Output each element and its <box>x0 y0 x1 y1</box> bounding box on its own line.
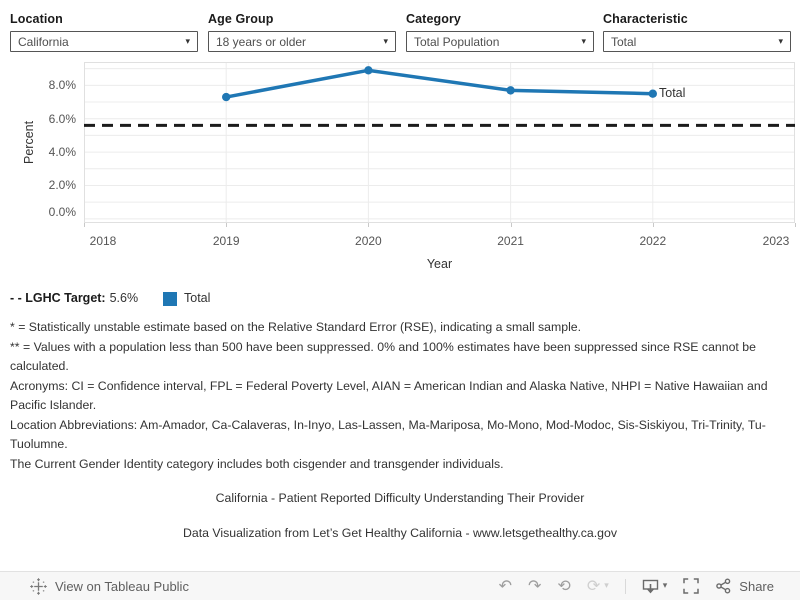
dropdown-caret-icon: ▾ <box>383 36 388 46</box>
y-tick-label: 8.0% <box>48 78 76 93</box>
view-on-tableau-public-label: View on Tableau Public <box>55 578 189 594</box>
x-tick-label: 2022 <box>639 234 667 248</box>
data-point[interactable] <box>648 89 657 98</box>
y-tick-label: 0.0% <box>48 205 76 219</box>
share-button[interactable]: Share <box>715 578 774 594</box>
y-tick-label: 2.0% <box>48 178 76 193</box>
x-tick-mark <box>226 223 228 227</box>
filter-characteristic-value: Total <box>611 34 637 49</box>
download-icon <box>642 579 658 593</box>
redo-icon: ↷ <box>528 576 542 595</box>
view-on-tableau-public-link[interactable]: View on Tableau Public <box>30 577 189 595</box>
legend-target-line: - - LGHC Target: 5.6% <box>10 291 138 305</box>
x-tick-label: 2023 <box>762 234 790 248</box>
y-tick-label: 6.0% <box>48 111 76 126</box>
filter-category-value: Total Population <box>414 34 500 49</box>
tableau-toolbar: View on Tableau Public ↶ ↷ ⟲ ⟳ ▾ ▾ <box>0 571 800 600</box>
y-tick-label: 4.0% <box>48 145 76 160</box>
plot-border <box>84 62 795 223</box>
refresh-icon: ⟳ <box>586 576 601 595</box>
filter-characteristic: Characteristic Total ▾ <box>603 12 791 52</box>
data-point[interactable] <box>364 66 373 75</box>
line-chart <box>84 62 795 223</box>
filter-location-value: California <box>18 34 69 49</box>
caret-down-icon: ▾ <box>604 580 609 591</box>
legend-series-label: Total <box>184 291 211 305</box>
filter-location-dropdown[interactable]: California ▾ <box>10 31 198 52</box>
dropdown-caret-icon: ▾ <box>185 36 190 46</box>
data-point[interactable] <box>506 86 515 95</box>
x-axis-title: Year <box>426 257 453 271</box>
footnote-gender-identity: The Current Gender Identity category inc… <box>10 456 504 471</box>
filter-category-dropdown[interactable]: Total Population ▾ <box>406 31 594 52</box>
filter-location-label: Location <box>10 12 63 26</box>
legend-target-label: - - LGHC Target: <box>10 291 106 305</box>
revert-icon: ⟲ <box>557 576 571 595</box>
chart-title-caption: California - Patient Reported Difficulty… <box>215 491 585 505</box>
x-tick-label: 2018 <box>89 234 117 248</box>
undo-button[interactable]: ↶ <box>499 578 512 594</box>
fullscreen-button[interactable] <box>683 578 700 594</box>
source-caption: Data Visualization from Let’s Get Health… <box>182 526 618 540</box>
x-tick-label: 2019 <box>212 234 240 248</box>
footnotes: * = Statistically unstable estimate base… <box>10 318 792 474</box>
x-tick-mark <box>795 223 796 227</box>
filter-characteristic-dropdown[interactable]: Total ▾ <box>603 31 791 52</box>
dropdown-caret-icon: ▾ <box>581 36 586 46</box>
legend-color-swatch[interactable] <box>163 292 177 306</box>
caret-down-icon: ▾ <box>662 580 668 591</box>
x-tick-label: 2020 <box>355 234 382 248</box>
dropdown-caret-icon: ▾ <box>778 36 783 46</box>
plot-area <box>84 62 795 223</box>
share-icon <box>716 578 731 594</box>
filter-category-label: Category <box>406 12 461 26</box>
filter-age-group-dropdown[interactable]: 18 years or older ▾ <box>208 31 396 52</box>
filter-category: Category Total Population ▾ <box>406 12 594 52</box>
download-button[interactable]: ▾ <box>642 579 668 594</box>
x-tick-label: 2021 <box>497 234 524 248</box>
toolbar-divider <box>624 578 626 594</box>
revert-button[interactable]: ⟲ <box>557 578 570 594</box>
footnote-abbreviations: Location Abbreviations: Am-Amador, Ca-Ca… <box>10 417 766 452</box>
x-tick-mark <box>510 223 512 227</box>
filter-age-group: Age Group 18 years or older ▾ <box>208 12 396 52</box>
series-line[interactable] <box>224 68 655 99</box>
series-end-label: Total <box>659 86 686 100</box>
filter-characteristic-label: Characteristic <box>603 12 688 26</box>
toolbar-actions: ↶ ↷ ⟲ ⟳ ▾ ▾ <box>499 578 774 594</box>
legend-target-value: 5.6% <box>109 291 139 305</box>
filter-age-group-value: 18 years or older <box>216 34 307 49</box>
share-label: Share <box>739 578 774 594</box>
footnote-suppressed: ** = Values with a population less than … <box>10 339 756 374</box>
data-point[interactable] <box>222 92 231 102</box>
tableau-logo-icon <box>30 577 47 595</box>
redo-button[interactable]: ↷ <box>528 578 541 594</box>
filter-location: Location California ▾ <box>10 12 198 52</box>
fullscreen-icon <box>683 578 700 594</box>
refresh-button[interactable]: ⟳ ▾ <box>587 578 609 594</box>
x-tick-mark <box>84 223 85 227</box>
x-tick-mark <box>652 223 654 227</box>
filter-age-group-label: Age Group <box>208 12 274 26</box>
x-tick-mark <box>368 223 370 227</box>
undo-icon: ↶ <box>498 576 513 595</box>
footnote-acronyms: Acronyms: CI = Confidence interval, FPL … <box>10 378 768 413</box>
footnote-rse: * = Statistically unstable estimate base… <box>10 320 582 334</box>
